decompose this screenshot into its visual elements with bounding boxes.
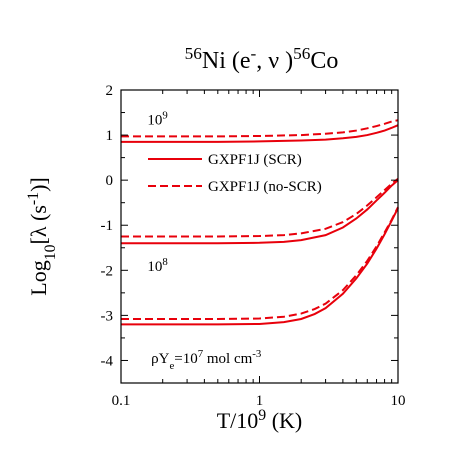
- annotation-part: 7: [198, 348, 204, 360]
- x-axis-label-part: 9: [258, 407, 266, 424]
- chart-title-part: Ni (e: [202, 48, 251, 74]
- x-tick-label: 0.1: [112, 393, 131, 409]
- series-line: [121, 124, 399, 143]
- series-line: [121, 178, 399, 238]
- x-tick-label: 1: [256, 393, 264, 409]
- y-tick-label: 0: [106, 173, 114, 189]
- annotation-part: =10: [174, 351, 197, 367]
- y-axis-label: Log10[λ (s-1)]: [25, 177, 59, 296]
- y-axis-label-part: -1: [25, 192, 42, 205]
- y-tick-label: -4: [101, 353, 114, 369]
- chart-title-part: , ν ): [256, 48, 293, 74]
- legend: GXPF1J (SCR) GXPF1J (no-SCR): [148, 152, 322, 195]
- x-axis-label-part: (K): [266, 408, 302, 433]
- annotation-part: 10: [147, 259, 162, 275]
- chart-title-part: -: [251, 44, 257, 63]
- annotation-part: 8: [162, 256, 167, 268]
- legend-label: GXPF1J (SCR): [208, 152, 302, 168]
- series-line: [121, 179, 399, 245]
- annotation: 109: [147, 109, 167, 128]
- chart-title-part: 56: [185, 44, 203, 63]
- annotation-part: 10: [147, 112, 162, 128]
- chart-title-part: 56: [293, 44, 311, 63]
- series-line: [121, 206, 399, 320]
- x-tick-label: 10: [391, 393, 406, 409]
- y-axis-label-part: Log: [26, 260, 51, 295]
- y-tick-label: -3: [101, 308, 114, 324]
- annotation-part: mol cm: [203, 351, 252, 367]
- series-layer: [121, 119, 399, 326]
- annotation-part: 9: [162, 109, 167, 121]
- annotation: ρYe=107 mol cm-3: [151, 348, 261, 372]
- axis-ticks: 210-1-2-3-40.1 1 10: [101, 83, 406, 409]
- y-tick-label: -1: [101, 218, 114, 234]
- legend-label: GXPF1J (no-SCR): [208, 179, 322, 195]
- chart-title-part: Co: [310, 48, 338, 74]
- series-line: [121, 119, 399, 138]
- y-axis-label-part: )]: [26, 177, 51, 192]
- y-tick-label: 2: [106, 83, 114, 99]
- x-axis-label-part: T/10: [217, 408, 259, 433]
- y-tick-label: 1: [106, 128, 114, 144]
- y-axis-label-part: [λ (s: [26, 205, 51, 244]
- x-axis-label: T/109 (K): [217, 407, 303, 434]
- chart-title: 56Ni (e-, ν )56Co: [185, 44, 339, 75]
- annotation-part: ρY: [151, 351, 169, 367]
- y-tick-label: -2: [101, 263, 114, 279]
- annotation: 108: [147, 256, 167, 275]
- annotation-part: e: [169, 360, 174, 372]
- y-axis-label-part: 10: [42, 244, 59, 260]
- annotation-part: -3: [252, 348, 261, 360]
